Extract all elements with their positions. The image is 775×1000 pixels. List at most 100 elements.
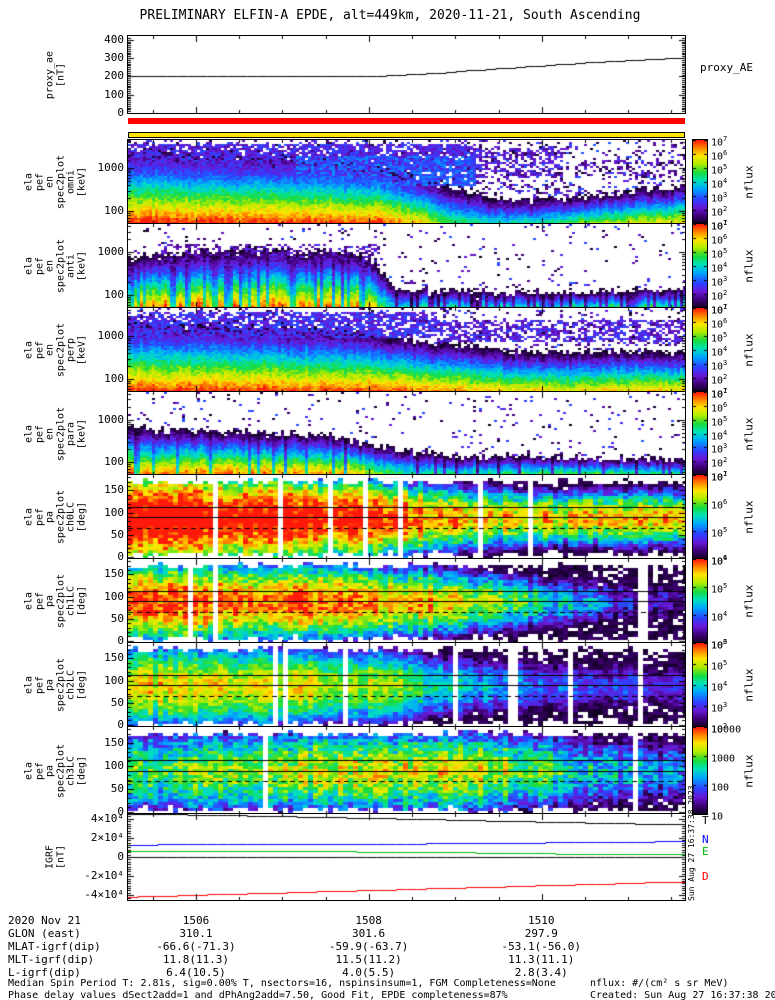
colorbar-perp [692, 307, 708, 393]
footer-left-line-1: Median Spin Period T: 2.81s, sig=0.00% T… [8, 978, 556, 989]
colorbar-title-nflux: nflux [742, 753, 756, 788]
colorbar-title-nflux: nflux [742, 584, 756, 618]
bottom-row-label: GLON (east) [8, 927, 81, 940]
colorbar-tick-exponent: 3 [723, 275, 728, 283]
x-tick-label: 1506 [182, 914, 210, 927]
y-tick-label: 150 [104, 651, 124, 665]
colorbar-tick-label: 1000 [711, 750, 735, 764]
colorbar-tick-base: 10 [711, 500, 724, 512]
footer-left-line-2: Phase delay values dSect2add=1 and dPhAn… [8, 990, 508, 1000]
bottom-row-value: -53.1(-56.0) [501, 940, 582, 953]
bottom-row-value: 310.1 [179, 927, 213, 940]
colorbar-tick-exponent: 6 [723, 498, 728, 506]
bottom-row-value: 4.0(5.5) [342, 966, 396, 979]
colorbar-tick-exponent: 1 [723, 303, 728, 311]
colorbar-tick-base: 10 [711, 661, 724, 673]
colorbar-tick-base: 10 [711, 375, 724, 387]
bottom-row-value: 11.3(11.1) [508, 953, 575, 966]
colorbar-title-nflux: nflux [742, 500, 756, 534]
y-tick-label: 100 [104, 673, 124, 687]
y-tick-label: 0 [117, 850, 124, 863]
colorbar-tick-base: 10 [711, 528, 724, 540]
bottom-axis-date: 2020 Nov 21 [8, 914, 81, 927]
colorbar-tick-label: 104 [711, 260, 727, 274]
colorbar-tick-exponent: 4 [723, 680, 728, 688]
colorbar-tick-label: 100 [711, 779, 729, 793]
colorbar-tick-label: 104 [711, 176, 727, 190]
colorbar-tick-exponent: 5 [723, 331, 728, 339]
colorbar-tick-base: 10 [711, 137, 724, 149]
colorbar-tick-base: 10 [711, 347, 724, 359]
colorbar-tick-exponent: 1 [723, 387, 728, 395]
colorbar-tick-label: 102 [711, 372, 727, 386]
colorbar-omni [692, 139, 708, 225]
colorbar-title-nflux: nflux [742, 416, 756, 451]
colorbar-tick-base: 10 [711, 430, 724, 442]
colorbar-tick-label: 105 [711, 581, 727, 595]
colorbar-tick-exponent: 2 [723, 456, 728, 465]
colorbar-tick-exponent: 5 [723, 414, 728, 423]
colorbar-tick-exponent: 5 [723, 659, 728, 667]
bottom-row-value: 297.9 [524, 927, 558, 940]
colorbar-tick-exponent: 4 [723, 345, 728, 353]
colorbar-tick-label: 10000 [711, 721, 741, 735]
line-canvas-igrf [127, 813, 686, 901]
colorbar-tick-label: 103 [711, 700, 727, 714]
y-tick-label: 150 [104, 483, 124, 497]
colorbar-tick-label: 102 [711, 721, 727, 735]
colorbar-tick-base: 10 [711, 389, 724, 401]
colorbar-tick-label: 102 [711, 455, 727, 469]
vertical-timestamp: Sun Aug 27 16:37:38 2023 [687, 785, 696, 901]
colorbar-para [692, 391, 708, 476]
colorbar-title-nflux: nflux [742, 668, 756, 702]
colorbar-tick-label: 104 [711, 609, 727, 623]
colorbar-title-nflux: nflux [742, 165, 756, 199]
spectrogram-canvas-ch0lc [127, 474, 686, 560]
colorbar-tick-label: 107 [711, 302, 727, 316]
igrf-legend-D: D [702, 870, 709, 884]
colorbar-tick-exponent: 1 [723, 219, 728, 227]
spectrogram-canvas-anti [127, 223, 686, 309]
colorbar-tick-label: 103 [711, 190, 727, 204]
y-tick-label: 200 [104, 69, 124, 83]
colorbar-tick-base: 10 [711, 584, 724, 596]
colorbar-tick-exponent: 6 [723, 400, 728, 409]
colorbar-tick-base: 1000 [711, 753, 736, 765]
colorbar-tick-base: 10 [711, 207, 724, 219]
colorbar-tick-label: 106 [711, 232, 727, 246]
y-tick-label: 2×10⁴ [90, 830, 124, 844]
bottom-row-value: -59.9(-63.7) [328, 940, 409, 953]
colorbar-title-nflux: nflux [742, 333, 756, 367]
colorbar-tick-base: 10 [711, 235, 724, 247]
colorbar-tick-exponent: 6 [723, 554, 728, 562]
colorbar-tick-exponent: 3 [723, 191, 728, 199]
y-tick-label: -4×10⁴ [84, 888, 124, 902]
colorbar-tick-base: 10 [711, 305, 724, 317]
colorbar-tick-exponent: 2 [723, 289, 728, 297]
colorbar-tick-base: 10 [711, 472, 724, 484]
colorbar-tick-exponent: 7 [723, 470, 728, 478]
colorbar-tick-base: 10 [711, 151, 724, 163]
colorbar-tick-label: 101 [711, 386, 727, 400]
footer-right-line-1: nflux: #/(cm² s sr MeV) [590, 978, 729, 989]
y-tick-label: 50 [110, 527, 124, 541]
colorbar-tick-label: 105 [711, 414, 727, 428]
colorbar-tick-exponent: 3 [723, 359, 728, 367]
colorbar-tick-base: 100 [711, 782, 730, 794]
colorbar-tick-base: 10 [711, 179, 724, 191]
colorbar-tick-base: 10 [711, 249, 724, 261]
spectrogram-canvas-para [127, 391, 686, 476]
colorbar-tick-label: 105 [711, 246, 727, 260]
x-tick-label: 1508 [355, 914, 382, 927]
colorbar-tick-exponent: 6 [723, 638, 728, 646]
bottom-row-value: -66.6(-71.3) [156, 940, 236, 953]
y-tick-label: 50 [110, 611, 124, 625]
colorbar-tick-base: 10 [711, 556, 724, 568]
colorbar-tick-label: 106 [711, 400, 727, 414]
y-tick-label: 300 [104, 51, 124, 64]
bottom-row-value: 11.5(11.2) [335, 953, 402, 966]
colorbar-tick-label: 104 [711, 553, 727, 567]
colorbar-tick-label: 103 [711, 637, 727, 651]
colorbar-tick-label: 107 [711, 134, 727, 148]
y-tick-label: 0 [117, 717, 124, 731]
